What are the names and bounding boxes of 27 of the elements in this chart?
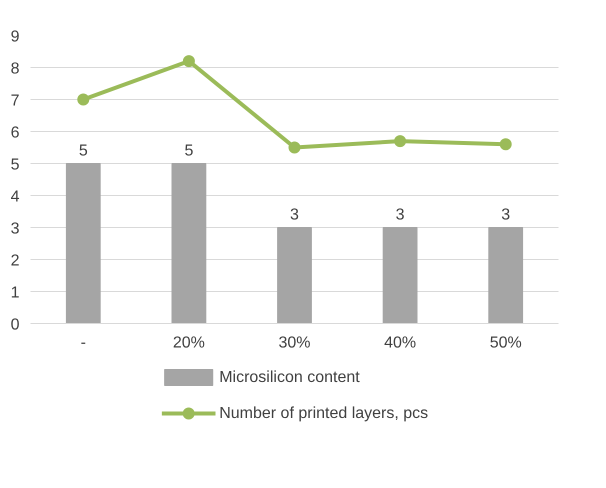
y-tick-label: 8 <box>10 60 20 78</box>
y-tick-label: 7 <box>10 92 20 110</box>
y-tick-label: 9 <box>10 28 20 46</box>
data-label: 5 <box>78 142 88 160</box>
x-tick-label: 20% <box>172 334 205 352</box>
y-tick-label: 2 <box>10 252 20 270</box>
point <box>77 94 90 106</box>
y-tick-label: 5 <box>10 156 20 174</box>
legend-label: Number of printed layers, pcs <box>219 405 428 422</box>
y-tick-label: 3 <box>10 220 20 238</box>
legend-label: Microsilicon content <box>219 369 360 386</box>
data-label: 5 <box>184 142 194 160</box>
point <box>182 55 195 68</box>
x-tick-label: 40% <box>384 334 416 352</box>
x-tick-label: 30% <box>278 334 311 352</box>
y-tick-label: 0 <box>10 316 20 334</box>
data-label: 3 <box>501 206 510 224</box>
x-tick-label: - <box>80 334 86 352</box>
y-tick-label: 1 <box>10 284 20 302</box>
y-tick-label: 4 <box>10 188 20 206</box>
data-label: 3 <box>290 206 300 224</box>
y-tick-label: 6 <box>10 124 20 142</box>
point <box>288 142 300 154</box>
x-tick-label: 50% <box>490 334 522 352</box>
point <box>394 135 406 148</box>
point <box>500 138 512 150</box>
data-label: 3 <box>396 206 405 224</box>
